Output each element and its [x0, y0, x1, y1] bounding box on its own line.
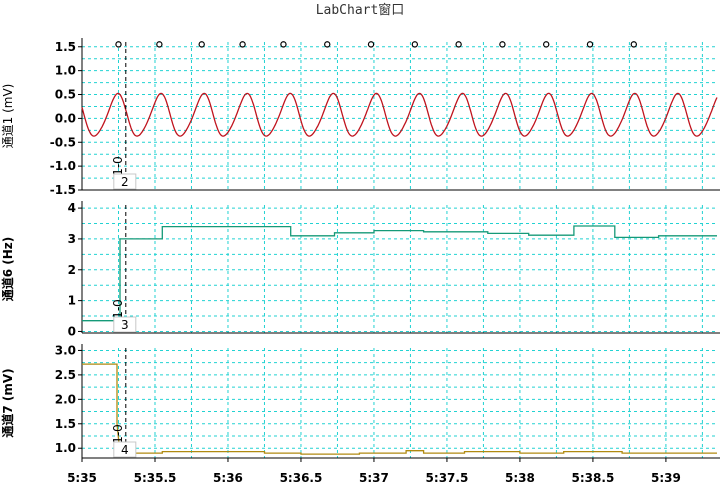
- y-tick-label: -0.5: [50, 135, 76, 149]
- trace-ch7: [82, 363, 717, 455]
- y-tick-label: 3.0: [55, 343, 76, 357]
- y-tick-label: 4: [68, 201, 76, 215]
- comment-label: 1-0: [111, 156, 125, 176]
- y-tick-label: 1.0: [55, 64, 76, 78]
- y-tick-label: 1.0: [55, 441, 76, 455]
- x-tick-label: 5:36.5: [280, 471, 323, 485]
- cursor-value: 2: [121, 175, 129, 189]
- y-tick-label: 0.0: [55, 111, 76, 125]
- beat-marker[interactable]: [280, 41, 287, 48]
- beat-marker[interactable]: [115, 41, 122, 48]
- beat-marker[interactable]: [499, 41, 506, 48]
- x-tick-label: 5:39: [651, 471, 681, 485]
- y-tick-label: 2: [68, 263, 76, 277]
- y-tick-label: -1.0: [50, 159, 76, 173]
- y-tick-label: 2.5: [55, 368, 76, 382]
- y-axis-title-ch7: 通道7 (mV): [0, 368, 15, 437]
- y-tick-label: 2.0: [55, 392, 76, 406]
- beat-marker[interactable]: [630, 41, 637, 48]
- beat-marker[interactable]: [455, 41, 462, 48]
- beat-marker[interactable]: [367, 41, 375, 48]
- beat-marker[interactable]: [198, 41, 205, 48]
- y-tick-label: 3: [68, 232, 76, 246]
- cursor-value-box: [113, 316, 137, 333]
- x-tick-label: 5:38.5: [572, 471, 615, 485]
- comment-label: 1-0: [111, 299, 125, 319]
- trace-ch1: [81, 92, 718, 137]
- y-tick-label: -1.5: [50, 183, 76, 197]
- y-tick-label: 0: [68, 324, 76, 338]
- y-tick-label: 1: [68, 294, 76, 308]
- x-tick-label: 5:37.5: [426, 471, 469, 485]
- y-axis-title-ch1: 通道1 (mV): [1, 84, 15, 149]
- channel-panel-ch7: 3.0 2.5 2.0 1.5 1.0 通道7 (mV) 1-04: [0, 343, 720, 459]
- y-tick-label: 1.5: [55, 417, 76, 431]
- beat-marker[interactable]: [543, 41, 550, 48]
- y-tick-label: 1.5: [55, 40, 76, 54]
- cursor-value-box: [113, 441, 137, 458]
- window-title: LabChart窗口: [315, 3, 405, 18]
- beat-marker[interactable]: [411, 41, 419, 48]
- trace-ch6: [82, 225, 717, 322]
- beat-marker[interactable]: [586, 41, 594, 48]
- y-tick-label: 0.5: [55, 88, 76, 102]
- channel-panel-ch1: 1.5 1.0 0.5 0.0 -0.5 -1.0 -1.5 通道1 (mV) 1-02: [1, 38, 720, 197]
- cursor-value-box: [113, 173, 137, 190]
- x-tick-label: 5:37: [359, 471, 389, 485]
- x-tick-label: 5:35.5: [134, 471, 177, 485]
- comment-label: 1-0: [111, 424, 125, 444]
- beat-marker[interactable]: [239, 41, 246, 48]
- y-axis-title-ch6: 通道6 (Hz): [0, 237, 15, 302]
- cursor-value: 3: [121, 318, 129, 332]
- time-axis: 5:35 5:35.5 5:36 5:36.5 5:37 5:37.5 5:38 5:38.5…: [67, 458, 681, 485]
- x-tick-label: 5:38: [505, 471, 535, 485]
- beat-marker[interactable]: [324, 41, 331, 48]
- cursor-value: 4: [121, 443, 129, 457]
- x-tick-label: 5:36: [213, 471, 243, 485]
- beat-marker[interactable]: [156, 41, 163, 48]
- x-tick-label: 5:35: [67, 471, 97, 485]
